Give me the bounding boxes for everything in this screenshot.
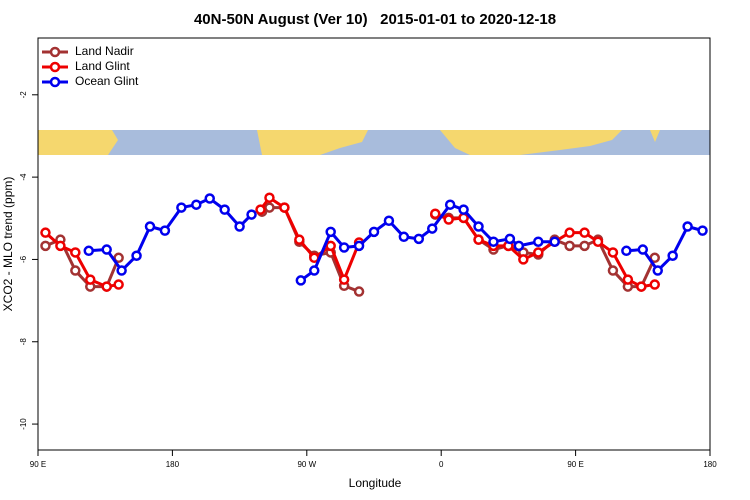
data-point bbox=[353, 286, 365, 297]
data-point bbox=[40, 240, 51, 252]
plot-frame bbox=[37, 37, 711, 451]
data-point bbox=[579, 240, 590, 252]
legend-marker bbox=[49, 46, 61, 58]
data-point bbox=[113, 279, 124, 290]
data-point bbox=[533, 236, 544, 247]
legend-label: Ocean Glint bbox=[75, 74, 139, 88]
data-point bbox=[83, 245, 95, 257]
data-point bbox=[204, 193, 215, 204]
data-point bbox=[426, 223, 438, 234]
data-point bbox=[579, 227, 590, 238]
data-point bbox=[353, 240, 365, 252]
data-point bbox=[667, 250, 678, 261]
x-tick-label: 90 E bbox=[567, 460, 583, 469]
data-point bbox=[473, 221, 484, 232]
data-point bbox=[234, 221, 245, 232]
data-point bbox=[398, 231, 410, 243]
data-point bbox=[513, 240, 525, 252]
data-point bbox=[564, 240, 575, 252]
data-point bbox=[191, 199, 202, 210]
data-point bbox=[518, 254, 529, 265]
data-point bbox=[255, 204, 266, 215]
data-point bbox=[444, 199, 456, 210]
data-point bbox=[649, 252, 660, 264]
data-point bbox=[159, 225, 171, 236]
data-point bbox=[101, 281, 112, 292]
legend-label: Land Nadir bbox=[75, 44, 134, 58]
data-point bbox=[504, 233, 516, 245]
data-point bbox=[637, 244, 649, 255]
data-point bbox=[264, 202, 275, 213]
legend-marker bbox=[49, 61, 61, 73]
data-point bbox=[309, 265, 320, 276]
data-point bbox=[622, 274, 634, 285]
data-point bbox=[621, 245, 632, 257]
data-point bbox=[607, 247, 619, 258]
y-tick-label: -4 bbox=[19, 173, 28, 181]
data-point bbox=[368, 226, 380, 238]
data-point bbox=[338, 242, 350, 253]
data-point bbox=[70, 247, 81, 258]
legend-label: Land Glint bbox=[75, 59, 130, 73]
data-point bbox=[652, 265, 663, 276]
data-point bbox=[176, 202, 187, 213]
data-point bbox=[116, 265, 127, 276]
data-point bbox=[564, 227, 575, 238]
data-point bbox=[55, 240, 66, 252]
data-point bbox=[458, 212, 469, 224]
data-point bbox=[279, 202, 290, 213]
x-axis-title: Longitude bbox=[349, 476, 402, 490]
y-tick-label: -10 bbox=[19, 418, 28, 430]
data-point bbox=[219, 204, 230, 215]
data-point bbox=[458, 204, 469, 215]
data-point bbox=[70, 265, 81, 276]
data-point bbox=[131, 250, 142, 261]
data-point bbox=[549, 236, 560, 247]
data-point bbox=[636, 281, 647, 292]
legend-marker bbox=[49, 76, 61, 88]
data-point bbox=[246, 209, 257, 220]
data-point bbox=[85, 274, 96, 285]
x-tick-label: 90 E bbox=[30, 460, 46, 469]
x-tick-label: 90 W bbox=[297, 460, 316, 469]
data-point bbox=[295, 275, 307, 286]
y-tick-label: -6 bbox=[19, 255, 28, 263]
y-tick-label: -8 bbox=[19, 338, 28, 346]
data-point bbox=[144, 221, 156, 232]
data-point bbox=[264, 192, 275, 203]
data-point bbox=[488, 236, 499, 247]
data-point bbox=[413, 233, 425, 245]
data-point bbox=[294, 234, 305, 245]
x-tick-label: 180 bbox=[166, 460, 180, 469]
data-point bbox=[607, 265, 619, 276]
data-point bbox=[113, 252, 124, 264]
data-point bbox=[338, 274, 350, 285]
data-point bbox=[649, 279, 660, 290]
data-point bbox=[443, 214, 454, 225]
x-tick-label: 0 bbox=[439, 460, 444, 469]
data-point bbox=[592, 236, 604, 247]
data-point bbox=[473, 234, 484, 245]
data-point bbox=[533, 247, 544, 258]
chart-title: 40N-50N August (Ver 10) 2015-01-01 to 20… bbox=[194, 11, 556, 28]
data-point bbox=[325, 226, 336, 238]
data-point bbox=[40, 227, 51, 238]
data-point bbox=[429, 208, 441, 219]
data-point bbox=[697, 225, 708, 236]
data-point bbox=[682, 221, 693, 232]
y-axis-title: XCO2 - MLO trend (ppm) bbox=[1, 177, 15, 312]
y-tick-label: -2 bbox=[19, 91, 28, 99]
map-strip bbox=[38, 130, 710, 155]
data-point bbox=[383, 215, 395, 226]
data-point bbox=[101, 244, 112, 255]
data-point bbox=[325, 240, 336, 252]
x-tick-label: 180 bbox=[703, 460, 717, 469]
series-line bbox=[44, 206, 657, 293]
